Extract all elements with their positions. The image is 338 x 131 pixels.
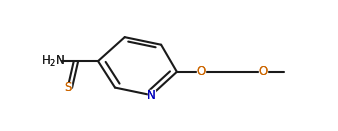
Text: H$_2$N: H$_2$N [41, 54, 65, 69]
Bar [197, 67, 205, 77]
Bar [148, 90, 155, 100]
Text: O: O [196, 65, 206, 78]
Text: N: N [147, 89, 156, 102]
Text: S: S [64, 81, 71, 94]
Text: H$_2$N: H$_2$N [41, 54, 65, 69]
Text: O: O [196, 65, 206, 78]
Bar [47, 56, 60, 66]
Text: N: N [147, 89, 156, 102]
Text: S: S [64, 81, 71, 94]
Bar [64, 83, 71, 92]
Bar [259, 67, 267, 77]
Text: O: O [258, 65, 268, 78]
Text: O: O [258, 65, 268, 78]
